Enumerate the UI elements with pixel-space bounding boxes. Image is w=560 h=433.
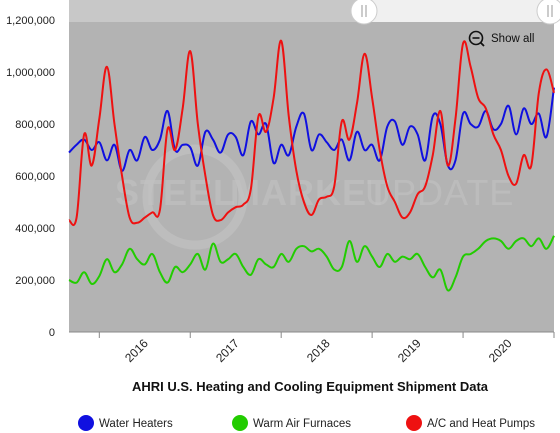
legend-label[interactable]: A/C and Heat Pumps xyxy=(427,418,535,430)
watermark-text-update: UPDATE xyxy=(365,172,514,213)
y-axis: 0 200,000 400,000 600,000 800,000 1,000,000 1,… xyxy=(6,15,55,339)
x-tick-label: 2018 xyxy=(304,336,333,365)
legend-marker[interactable] xyxy=(232,415,248,431)
x-tick-label: 2016 xyxy=(122,336,151,365)
watermark-text-market: MARKET xyxy=(230,172,390,213)
watermark-logo: STEEL MARKET UPDATE xyxy=(115,144,514,250)
series-line-water-heaters[interactable] xyxy=(68,87,555,172)
y-tick-label: 200,000 xyxy=(15,275,55,287)
y-tick-label: 1,200,000 xyxy=(6,15,55,27)
legend-item-water-heaters[interactable]: Water Heaters xyxy=(78,415,173,431)
zoom-out-icon[interactable] xyxy=(468,30,484,46)
show-all-button[interactable]: Show all xyxy=(468,30,535,47)
x-tick-label: 2017 xyxy=(213,336,242,365)
legend: Water Heaters Warm Air Furnaces A/C and He… xyxy=(78,415,535,431)
x-tick-label: 2020 xyxy=(486,336,515,365)
y-tick-label: 0 xyxy=(49,327,55,339)
legend-marker[interactable] xyxy=(406,415,422,431)
chart-title: AHRI U.S. Heating and Cooling Equipment … xyxy=(132,379,489,394)
legend-item-a-c-and-heat-pumps[interactable]: A/C and Heat Pumps xyxy=(406,415,535,431)
watermark-text-steel: STEEL xyxy=(115,172,236,213)
x-tick-label: 2019 xyxy=(395,336,424,365)
y-tick-label: 600,000 xyxy=(15,171,55,183)
navigator-window[interactable] xyxy=(364,0,554,22)
navigator-right-handle[interactable] xyxy=(536,0,560,25)
legend-marker[interactable] xyxy=(78,415,94,431)
show-all-label[interactable]: Show all xyxy=(491,33,534,45)
y-tick-label: 800,000 xyxy=(15,119,55,131)
series-line-warm-air-furnaces[interactable] xyxy=(68,235,555,292)
navigator-left-handle[interactable] xyxy=(350,0,378,25)
legend-label[interactable]: Warm Air Furnaces xyxy=(253,418,351,430)
legend-item-warm-air-furnaces[interactable]: Warm Air Furnaces xyxy=(232,415,351,431)
y-tick-label: 1,000,000 xyxy=(6,67,55,79)
x-axis: 2016 2017 2018 2019 2020 xyxy=(98,332,555,365)
legend-label[interactable]: Water Heaters xyxy=(99,418,173,430)
series-layer xyxy=(68,39,555,292)
range-navigator[interactable] xyxy=(69,0,554,22)
series-line-a-c-and-heat-pumps[interactable] xyxy=(68,39,555,227)
y-tick-label: 400,000 xyxy=(15,223,55,235)
